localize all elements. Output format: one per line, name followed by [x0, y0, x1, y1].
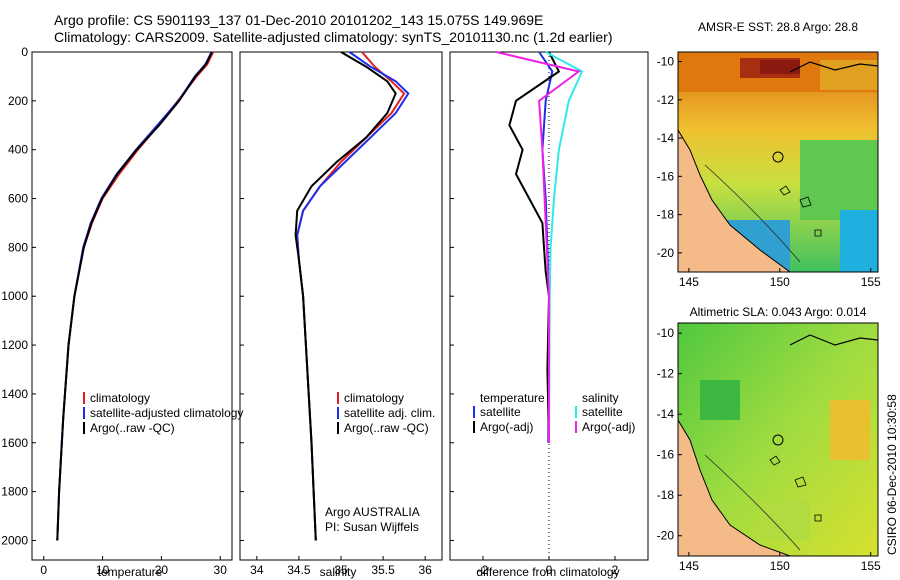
- legend-label-temp-satellite: satellite: [480, 405, 521, 419]
- salinity-series-satellite-adj-clim-: [296, 51, 410, 541]
- credit-timestamp: CSIRO 06-Dec-2010 10:30:58: [885, 394, 899, 555]
- temperature-axis-label: temperature: [98, 565, 163, 579]
- depth-tick-label: 0: [21, 45, 28, 59]
- sla-map-lon-tick-label: 145: [679, 559, 699, 573]
- temperature-panel-frame: [31, 51, 233, 561]
- sla-map-lon-tick-label: 150: [770, 559, 790, 573]
- legend-title-temperature: temperature: [480, 391, 545, 405]
- sst-map-lat-tick-label: -18: [657, 208, 675, 222]
- salinity-x-tick-label: 34.5: [287, 563, 311, 577]
- sst-map-lat-tick-label: -20: [657, 246, 675, 260]
- difference-x-tick-label: -2: [478, 563, 489, 577]
- sla-map-profile-marker: [772, 434, 784, 446]
- depth-tick-label: 200: [8, 94, 28, 108]
- legend-label-satellite: satellite adj. clim.: [344, 406, 435, 420]
- principal-investigator-label: PI: Susan Wijffels: [325, 520, 419, 534]
- sla-map-lat-tick-label: -20: [657, 529, 675, 543]
- sla-map-lat-tick-label: -12: [657, 367, 675, 381]
- difference-series-salinity-argo-adj-: [495, 51, 582, 443]
- legend-label-satellite: satellite-adjusted climatology: [90, 406, 243, 420]
- depth-tick-label: 800: [8, 240, 28, 254]
- sla-map-lon-tick-label: 155: [861, 559, 881, 573]
- depth-tick-label: 1600: [1, 436, 28, 450]
- sst-map-lon-tick-label: 145: [679, 275, 699, 289]
- legend-label-climatology: climatology: [344, 391, 404, 405]
- legend-label-climatology: climatology: [90, 391, 150, 405]
- temperature-x-tick-label: 10: [96, 563, 110, 577]
- figure-title-line2: Climatology: CARS2009. Satellite-adjuste…: [54, 29, 613, 45]
- temperature-x-tick-label: 0: [40, 563, 47, 577]
- difference-x-tick-label: 2: [612, 563, 619, 577]
- difference-x-tick-label: 0: [546, 563, 553, 577]
- depth-tick-label: 400: [8, 143, 28, 157]
- sst-map-lon-tick-label: 150: [770, 275, 790, 289]
- depth-tick-label: 600: [8, 192, 28, 206]
- temperature-x-tick-label: 30: [214, 563, 228, 577]
- legend-label-sal-argo: Argo(-adj): [582, 420, 635, 434]
- sst-map-lon-tick-label: 155: [861, 275, 881, 289]
- sst-map-profile-marker: [772, 151, 784, 163]
- depth-tick-label: 1200: [1, 338, 28, 352]
- salinity-x-tick-label: 34: [250, 563, 264, 577]
- depth-tick-label: 1800: [1, 485, 28, 499]
- temperature-x-tick-label: 20: [155, 563, 169, 577]
- depth-tick-label: 1400: [1, 387, 28, 401]
- legend-label-argo: Argo(..raw -QC): [344, 421, 429, 435]
- sst-map-lat-tick-label: -12: [657, 93, 675, 107]
- legend-label-temp-argo: Argo(-adj): [480, 420, 533, 434]
- legend-label-sal-satellite: satellite: [582, 405, 623, 419]
- difference-axis-label: difference from climatology: [476, 565, 619, 579]
- salinity-x-tick-label: 36: [418, 563, 432, 577]
- salinity-axis-label: salinity: [320, 565, 357, 579]
- depth-tick-label: 2000: [1, 533, 28, 547]
- sst-map-frame: [677, 51, 879, 273]
- figure-title-line1: Argo profile: CS 5901193_137 01-Dec-2010…: [54, 12, 544, 28]
- sla-map-lat-tick-label: -10: [657, 326, 675, 340]
- float-program-label: Argo AUSTRALIA: [325, 505, 420, 519]
- sst-map-title: AMSR-E SST: 28.8 Argo: 28.8: [698, 20, 858, 34]
- sst-map-image: [678, 52, 878, 272]
- salinity-series-argo-raw-qc-: [294, 51, 397, 541]
- sst-map-lat-tick-label: -14: [657, 131, 675, 145]
- temperature-series-climatology: [56, 51, 215, 541]
- sla-map-lat-tick-label: -14: [657, 407, 675, 421]
- salinity-x-tick-label: 35: [334, 563, 348, 577]
- legend-label-argo: Argo(..raw -QC): [90, 421, 175, 435]
- sla-map-lat-tick-label: -18: [657, 488, 675, 502]
- difference-series-salinity-satellite: [545, 51, 584, 443]
- sst-map-lat-tick-label: -10: [657, 55, 675, 69]
- sla-map-image: [678, 323, 878, 556]
- temperature-series-satellite-adjusted-climatology: [56, 51, 213, 541]
- legend-title-salinity: salinity: [582, 391, 619, 405]
- salinity-x-tick-label: 35.5: [371, 563, 395, 577]
- salinity-panel-frame: [239, 51, 443, 561]
- depth-tick-label: 1000: [1, 289, 28, 303]
- sla-map-lat-tick-label: -16: [657, 448, 675, 462]
- sla-map-title: Altimetric SLA: 0.043 Argo: 0.014: [690, 305, 867, 319]
- temperature-series-argo-raw-qc-: [56, 51, 213, 541]
- sla-map-frame: [677, 322, 879, 557]
- sst-map-lat-tick-label: -16: [657, 169, 675, 183]
